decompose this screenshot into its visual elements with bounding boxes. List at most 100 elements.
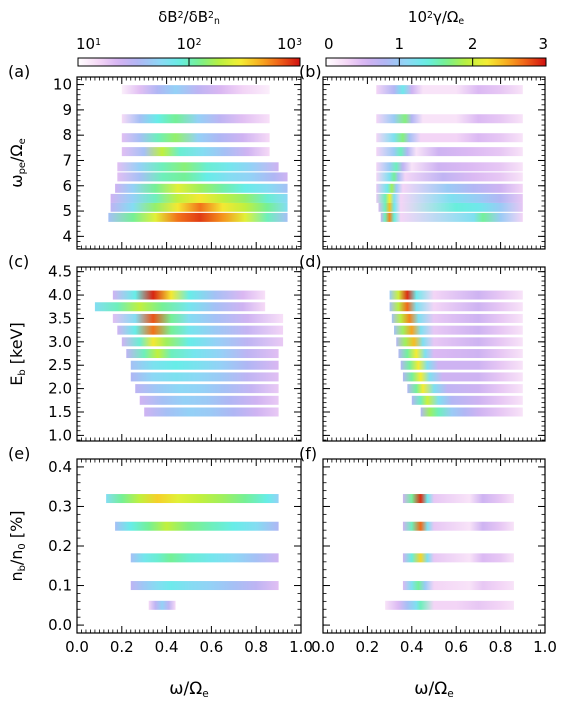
y-tick-label: 9: [62, 101, 72, 119]
heatmap-band: [376, 162, 523, 172]
heatmap-band: [402, 494, 514, 504]
heatmap-band: [117, 172, 288, 182]
y-tick-label: 0.4: [48, 458, 72, 476]
y-tick-label: 0.1: [48, 577, 72, 595]
panel-label: (e): [8, 444, 30, 463]
x-tick-label: 0.6: [199, 638, 223, 656]
colorbar-title: δB2/δB2n: [158, 8, 220, 27]
colorbar-title: 102γ/Ωe: [408, 8, 464, 27]
heatmap-band: [108, 212, 288, 222]
heatmap-band: [117, 325, 284, 335]
colorbars: δB2/δB2n 101 102 103 102γ/Ωe 0 1 2 3: [76, 8, 548, 67]
y-tick-label: 0.0: [48, 616, 72, 634]
y-tick-label: 2.5: [48, 356, 72, 374]
axis-labels: (a) (b) (c) (d) (e) (f) ωpe/Ωe Eb [keV] nb/n0 [%…: [7, 62, 454, 700]
heatmap-band: [398, 349, 523, 359]
panel-frame: [76, 458, 302, 634]
heatmap-band: [389, 290, 523, 300]
panel-label: (c): [8, 252, 29, 271]
heatmap-band: [126, 349, 279, 359]
heatmap-band: [407, 384, 523, 394]
heatmap-band: [411, 395, 523, 405]
heatmap-band: [139, 395, 279, 405]
heatmap-band: [402, 581, 514, 591]
y-axis-title: nb/n0 [%]: [7, 510, 28, 581]
y-tick-label: 7: [62, 151, 72, 169]
y-tick-label: 8: [62, 126, 72, 144]
heatmap-band: [110, 193, 288, 203]
y-axis-title: Eb [keV]: [7, 322, 28, 385]
panel-d: [322, 266, 546, 442]
colorbar-tick-label: 0: [324, 35, 334, 53]
y-tick-label: 4.0: [48, 286, 72, 304]
panel-label: (f): [299, 444, 317, 463]
heatmap-band: [400, 360, 523, 370]
heatmap-band: [130, 372, 279, 382]
heatmap-band: [391, 313, 523, 323]
heatmap-band: [389, 302, 523, 312]
y-tick-label: 3.0: [48, 333, 72, 351]
heatmap-band: [376, 114, 523, 124]
panel-e: 0.0 0.2 0.4 0.6 0.8 1.0 0.0 0.1 0.2 0.3 0.4: [48, 458, 313, 656]
x-tick-label: 1.0: [533, 638, 557, 656]
panel-f: 0.0 0.2 0.4 0.6 0.8 1.0: [311, 458, 557, 656]
y-tick-label: 4: [62, 227, 72, 245]
heatmap-band: [121, 133, 270, 143]
heatmap-band: [121, 85, 270, 95]
heatmap-band: [376, 85, 523, 95]
heatmap-band: [135, 384, 279, 394]
colorbar-tick-label: 103: [277, 35, 302, 53]
heatmap-band: [380, 212, 523, 222]
heatmap-band: [402, 553, 514, 563]
x-axis-title: ω/Ωe: [414, 679, 453, 700]
heatmap-band: [110, 202, 288, 212]
heatmap-band: [376, 193, 523, 203]
heatmap-band: [394, 325, 523, 335]
panel-b: [322, 76, 546, 250]
x-tick-label: 0.2: [355, 638, 379, 656]
y-tick-label: 4.5: [48, 263, 72, 281]
heatmap-band: [117, 162, 279, 172]
heatmap-band: [121, 114, 270, 124]
heatmap-band: [420, 407, 523, 417]
heatmap-band: [112, 313, 284, 323]
x-tick-label: 0.8: [244, 638, 268, 656]
y-tick-label: 0.3: [48, 497, 72, 515]
heatmap-band: [115, 521, 279, 531]
y-tick-label: 10: [53, 76, 72, 94]
heatmap-band: [130, 553, 279, 563]
panel-c: 1.0 1.5 2.0 2.5 3.0 3.5 4.0 4.5: [48, 263, 302, 444]
y-tick-label: 6: [62, 177, 72, 195]
heatmap-band: [148, 600, 176, 610]
y-axis-title: ωpe/Ωe: [7, 138, 28, 188]
heatmap-band: [376, 147, 523, 157]
x-tick-label: 0.4: [155, 638, 179, 656]
y-tick-label: 5: [62, 202, 72, 220]
colorbar-tick-label: 2: [468, 35, 478, 53]
heatmap-band: [106, 494, 279, 504]
heatmap-band: [115, 183, 288, 193]
panel-a: 4 5 6 7 8 9 10: [53, 76, 302, 250]
x-tick-label: 0.0: [311, 638, 335, 656]
y-tick-label: 2.0: [48, 380, 72, 398]
colorbar-tick-label: 1: [395, 35, 405, 53]
colorbar-tick-label: 101: [76, 35, 101, 53]
heatmap-band: [130, 360, 279, 370]
x-tick-label: 0.0: [65, 638, 89, 656]
heatmap-band: [396, 337, 523, 347]
heatmap-band: [94, 302, 266, 312]
panel-label: (d): [299, 252, 322, 271]
x-tick-label: 0.6: [444, 638, 468, 656]
heatmap-band: [376, 183, 523, 193]
heatmap-band: [112, 290, 266, 300]
heatmap-band: [378, 202, 523, 212]
heatmap-band: [402, 521, 514, 531]
heatmap-band: [144, 407, 279, 417]
x-tick-label: 1.0: [289, 638, 313, 656]
x-tick-label: 0.2: [110, 638, 134, 656]
y-tick-label: 1.5: [48, 403, 72, 421]
y-tick-label: 0.2: [48, 537, 72, 555]
x-axis-title: ω/Ωe: [169, 679, 208, 700]
